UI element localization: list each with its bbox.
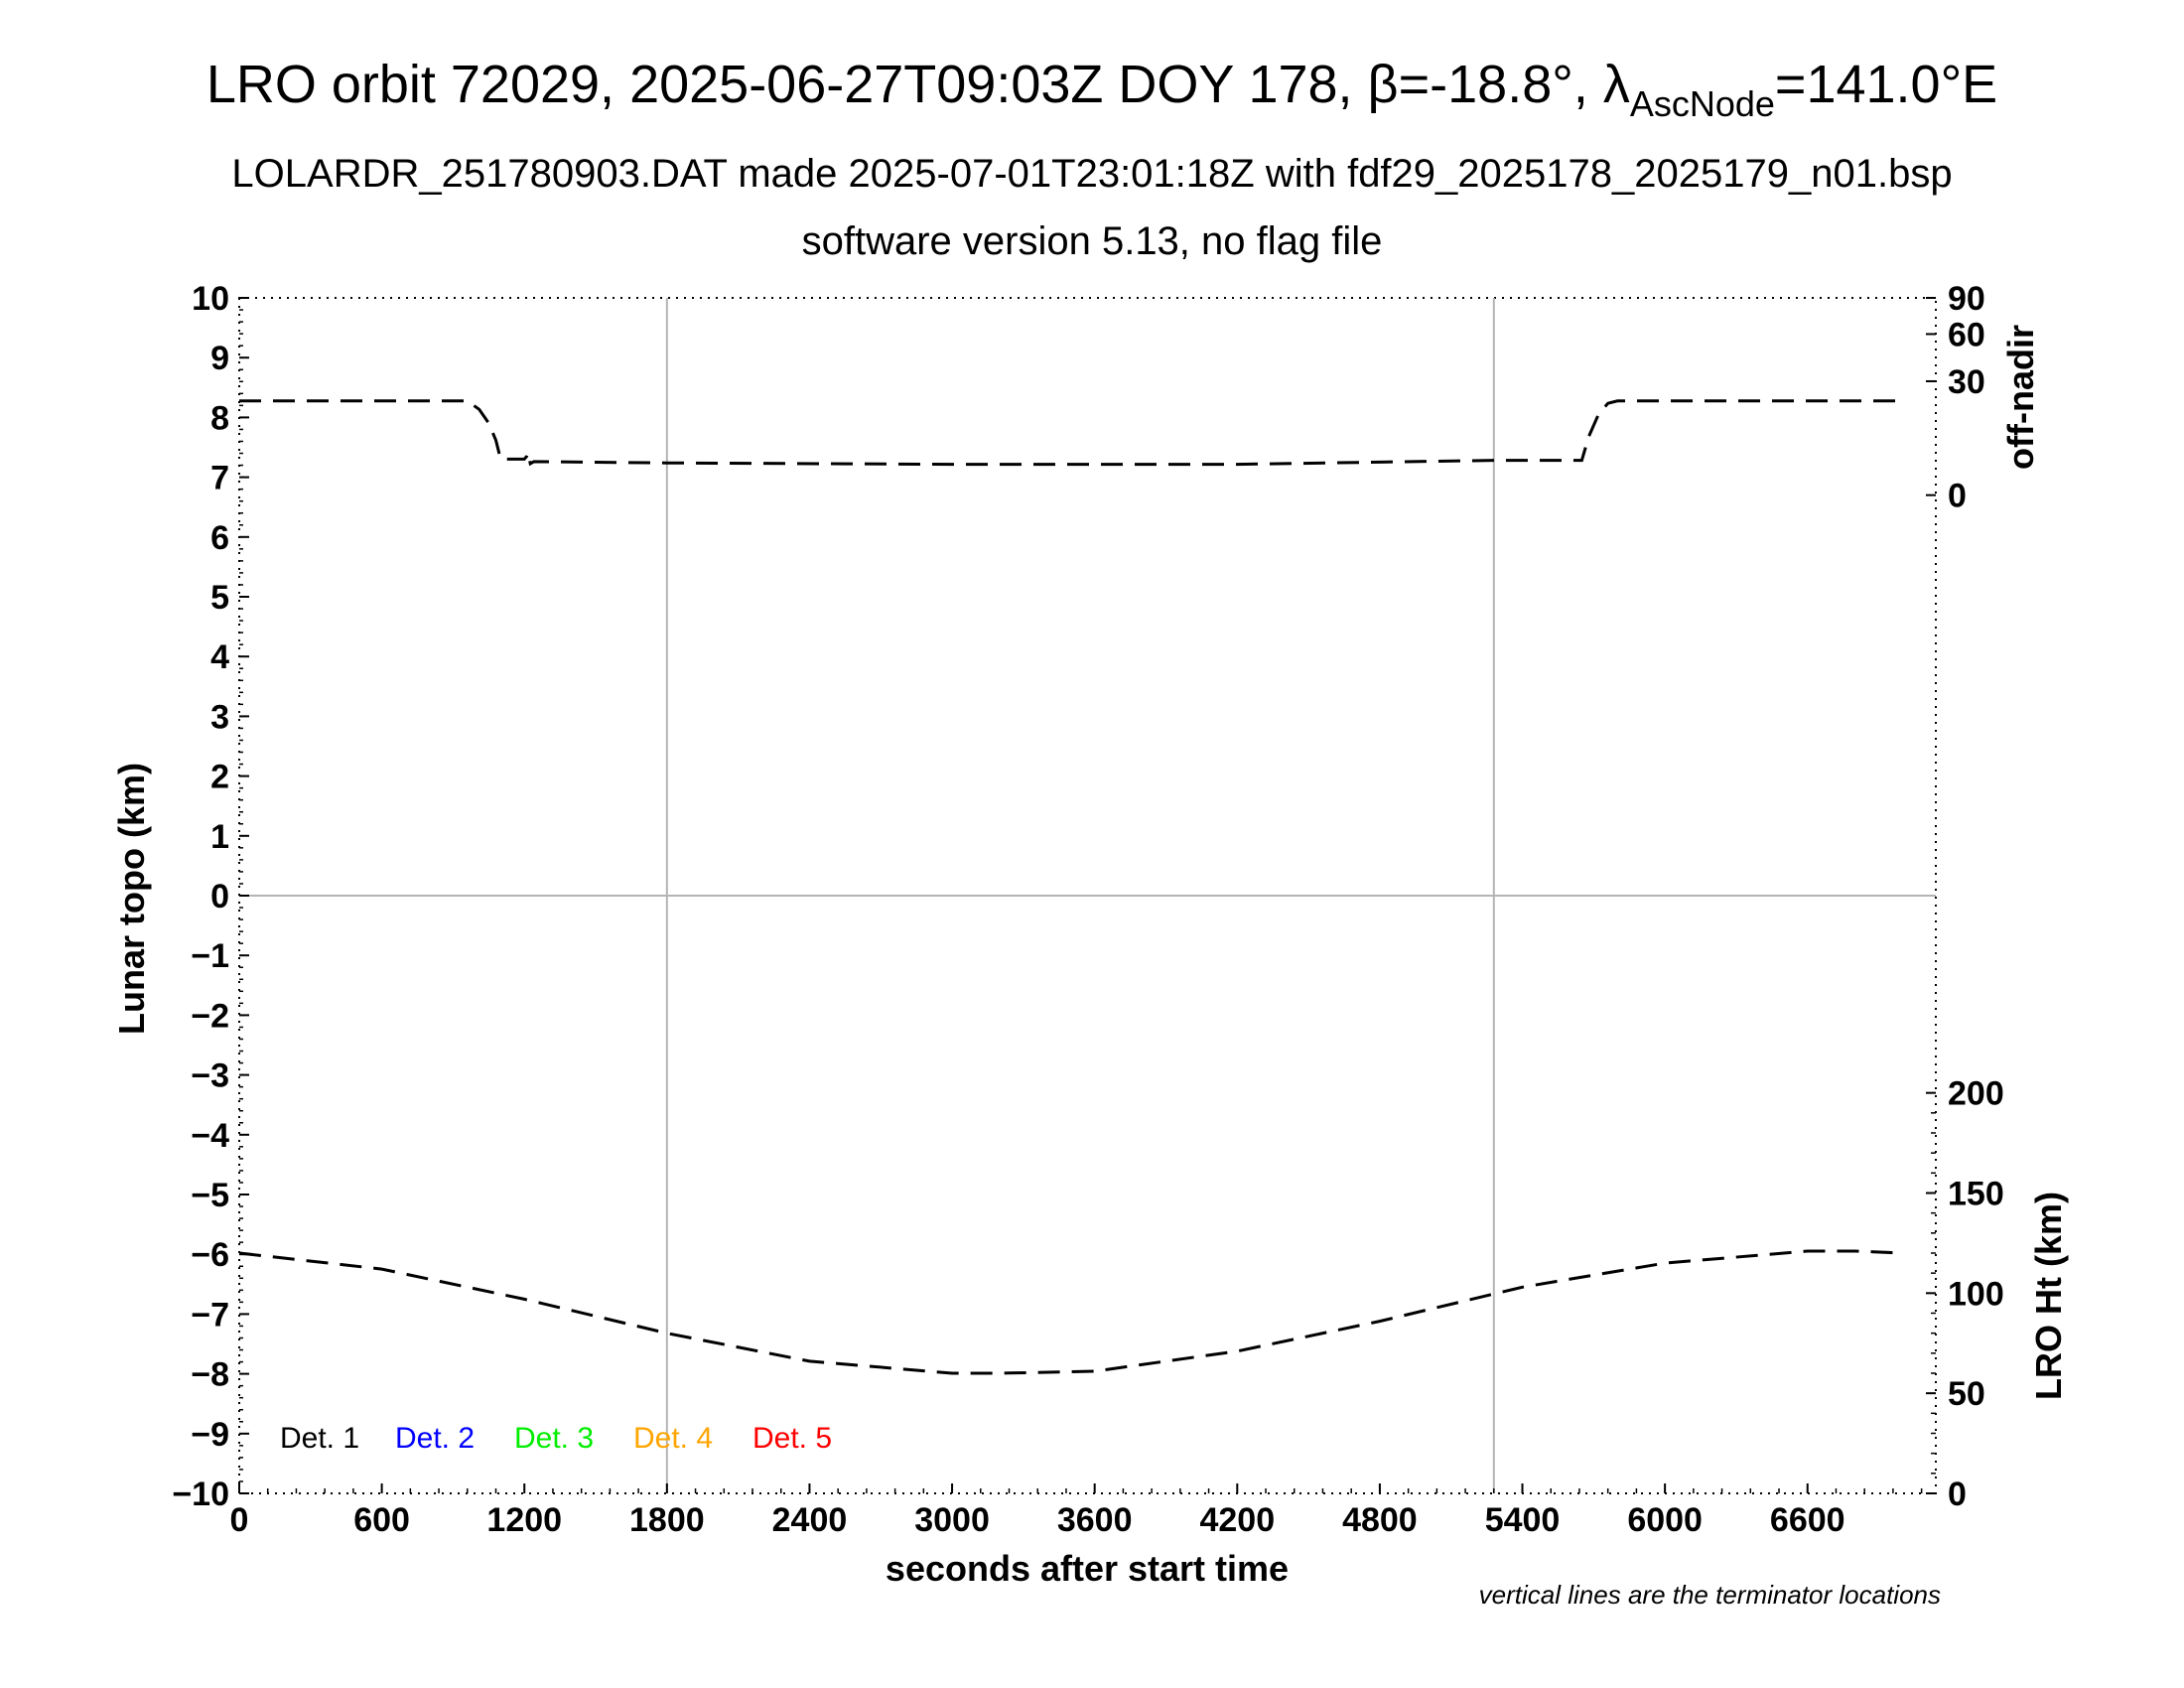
y-left-tick-label: 4	[210, 638, 229, 676]
off-nadir-tick-label: 0	[1948, 478, 1967, 515]
x-tick-label: 3000	[914, 1501, 990, 1539]
legend: Det. 1 Det. 2 Det. 3 Det. 4 Det. 5	[280, 1422, 832, 1455]
y-left-tick-label: 8	[210, 399, 229, 437]
title-beta-value: =-18.8°,	[1399, 55, 1603, 114]
y-left-tick-label: −7	[191, 1296, 229, 1334]
title-lambda-symbol: λ	[1603, 55, 1630, 114]
legend-item-det-5: Det. 5	[752, 1422, 832, 1455]
off-nadir-series	[239, 399, 1903, 467]
legend-item-det-1: Det. 1	[280, 1422, 359, 1455]
y-left-tick-label: 6	[210, 519, 229, 557]
y-left-tick-label: −3	[191, 1057, 229, 1095]
series-layer	[238, 399, 1903, 1375]
subtitle-line-2: software version 5.13, no flag file	[802, 219, 1383, 263]
x-tick-label: 6600	[1770, 1501, 1845, 1539]
y-left-tick-label: 0	[210, 878, 229, 915]
title-lambda-value: =141.0°E	[1775, 55, 1997, 114]
y-axis-label-right-bottom: LRO Ht (km)	[2028, 1192, 2069, 1400]
title-beta-symbol: β	[1368, 55, 1399, 114]
y-left-tick-label: −2	[191, 997, 229, 1035]
x-tick-label: 6000	[1627, 1501, 1703, 1539]
subtitle-line-1: LOLARDR_251780903.DAT made 2025-07-01T23…	[231, 152, 1952, 196]
legend-item-det-3: Det. 3	[514, 1422, 594, 1455]
lro-ht-tick-label: 0	[1948, 1476, 1967, 1513]
x-tick-label: 3600	[1057, 1501, 1133, 1539]
x-tick-label: 4200	[1199, 1501, 1275, 1539]
y-left-tick-label: −9	[191, 1416, 229, 1454]
y-left-tick-label: 9	[210, 340, 229, 377]
grid-layer	[239, 298, 1936, 1493]
lro-ht-tick-label: 200	[1948, 1075, 2004, 1113]
lro-ht-tick-label: 50	[1948, 1375, 1985, 1413]
off-nadir-tick-label: 90	[1948, 280, 1985, 318]
legend-item-det-4: Det. 4	[633, 1422, 713, 1455]
x-tick-label: 2400	[772, 1501, 848, 1539]
off-nadir-tick-label: 30	[1948, 363, 1985, 401]
lro-ht-tick-label: 100	[1948, 1275, 2004, 1313]
y-axis-label-left: Lunar topo (km)	[111, 763, 152, 1035]
x-tick-label: 1200	[486, 1501, 562, 1539]
y-left-tick-label: 3	[210, 698, 229, 736]
y-left-tick-label: −6	[191, 1236, 229, 1274]
y-left-tick-label: −8	[191, 1356, 229, 1394]
chart-title: LRO orbit 72029, 2025-06-27T09:03Z DOY 1…	[206, 55, 1997, 124]
title-lambda-subscript: AscNode	[1630, 83, 1775, 124]
title-prefix: LRO orbit 72029, 2025-06-27T09:03Z DOY 1…	[206, 55, 1368, 114]
x-tick-label: 4800	[1342, 1501, 1418, 1539]
y-left-tick-label: −10	[172, 1476, 229, 1513]
x-tick-label: 0	[230, 1501, 249, 1539]
x-tick-label: 600	[353, 1501, 410, 1539]
legend-item-det-2: Det. 2	[395, 1422, 475, 1455]
y-left-tick-label: 2	[210, 759, 229, 796]
y-left-tick-label: 7	[210, 460, 229, 497]
y-left-tick-label: −5	[191, 1177, 229, 1214]
x-tick-label: 1800	[629, 1501, 705, 1539]
lro-height-series	[238, 1249, 1903, 1375]
y-axis-label-right-top: off-nadir	[2000, 325, 2041, 470]
x-axis-label: seconds after start time	[886, 1548, 1289, 1589]
off-nadir-tick-label: 60	[1948, 316, 1985, 353]
lro-ht-tick-label: 150	[1948, 1175, 2004, 1212]
y-left-tick-label: −4	[191, 1117, 229, 1155]
y-left-tick-label: 10	[192, 280, 229, 318]
y-left-tick-label: 5	[210, 579, 229, 617]
y-left-tick-label: −1	[191, 937, 229, 975]
terminator-note: vertical lines are the terminator locati…	[1479, 1580, 1941, 1610]
y-left-tick-label: 1	[210, 818, 229, 856]
x-tick-label: 5400	[1485, 1501, 1561, 1539]
